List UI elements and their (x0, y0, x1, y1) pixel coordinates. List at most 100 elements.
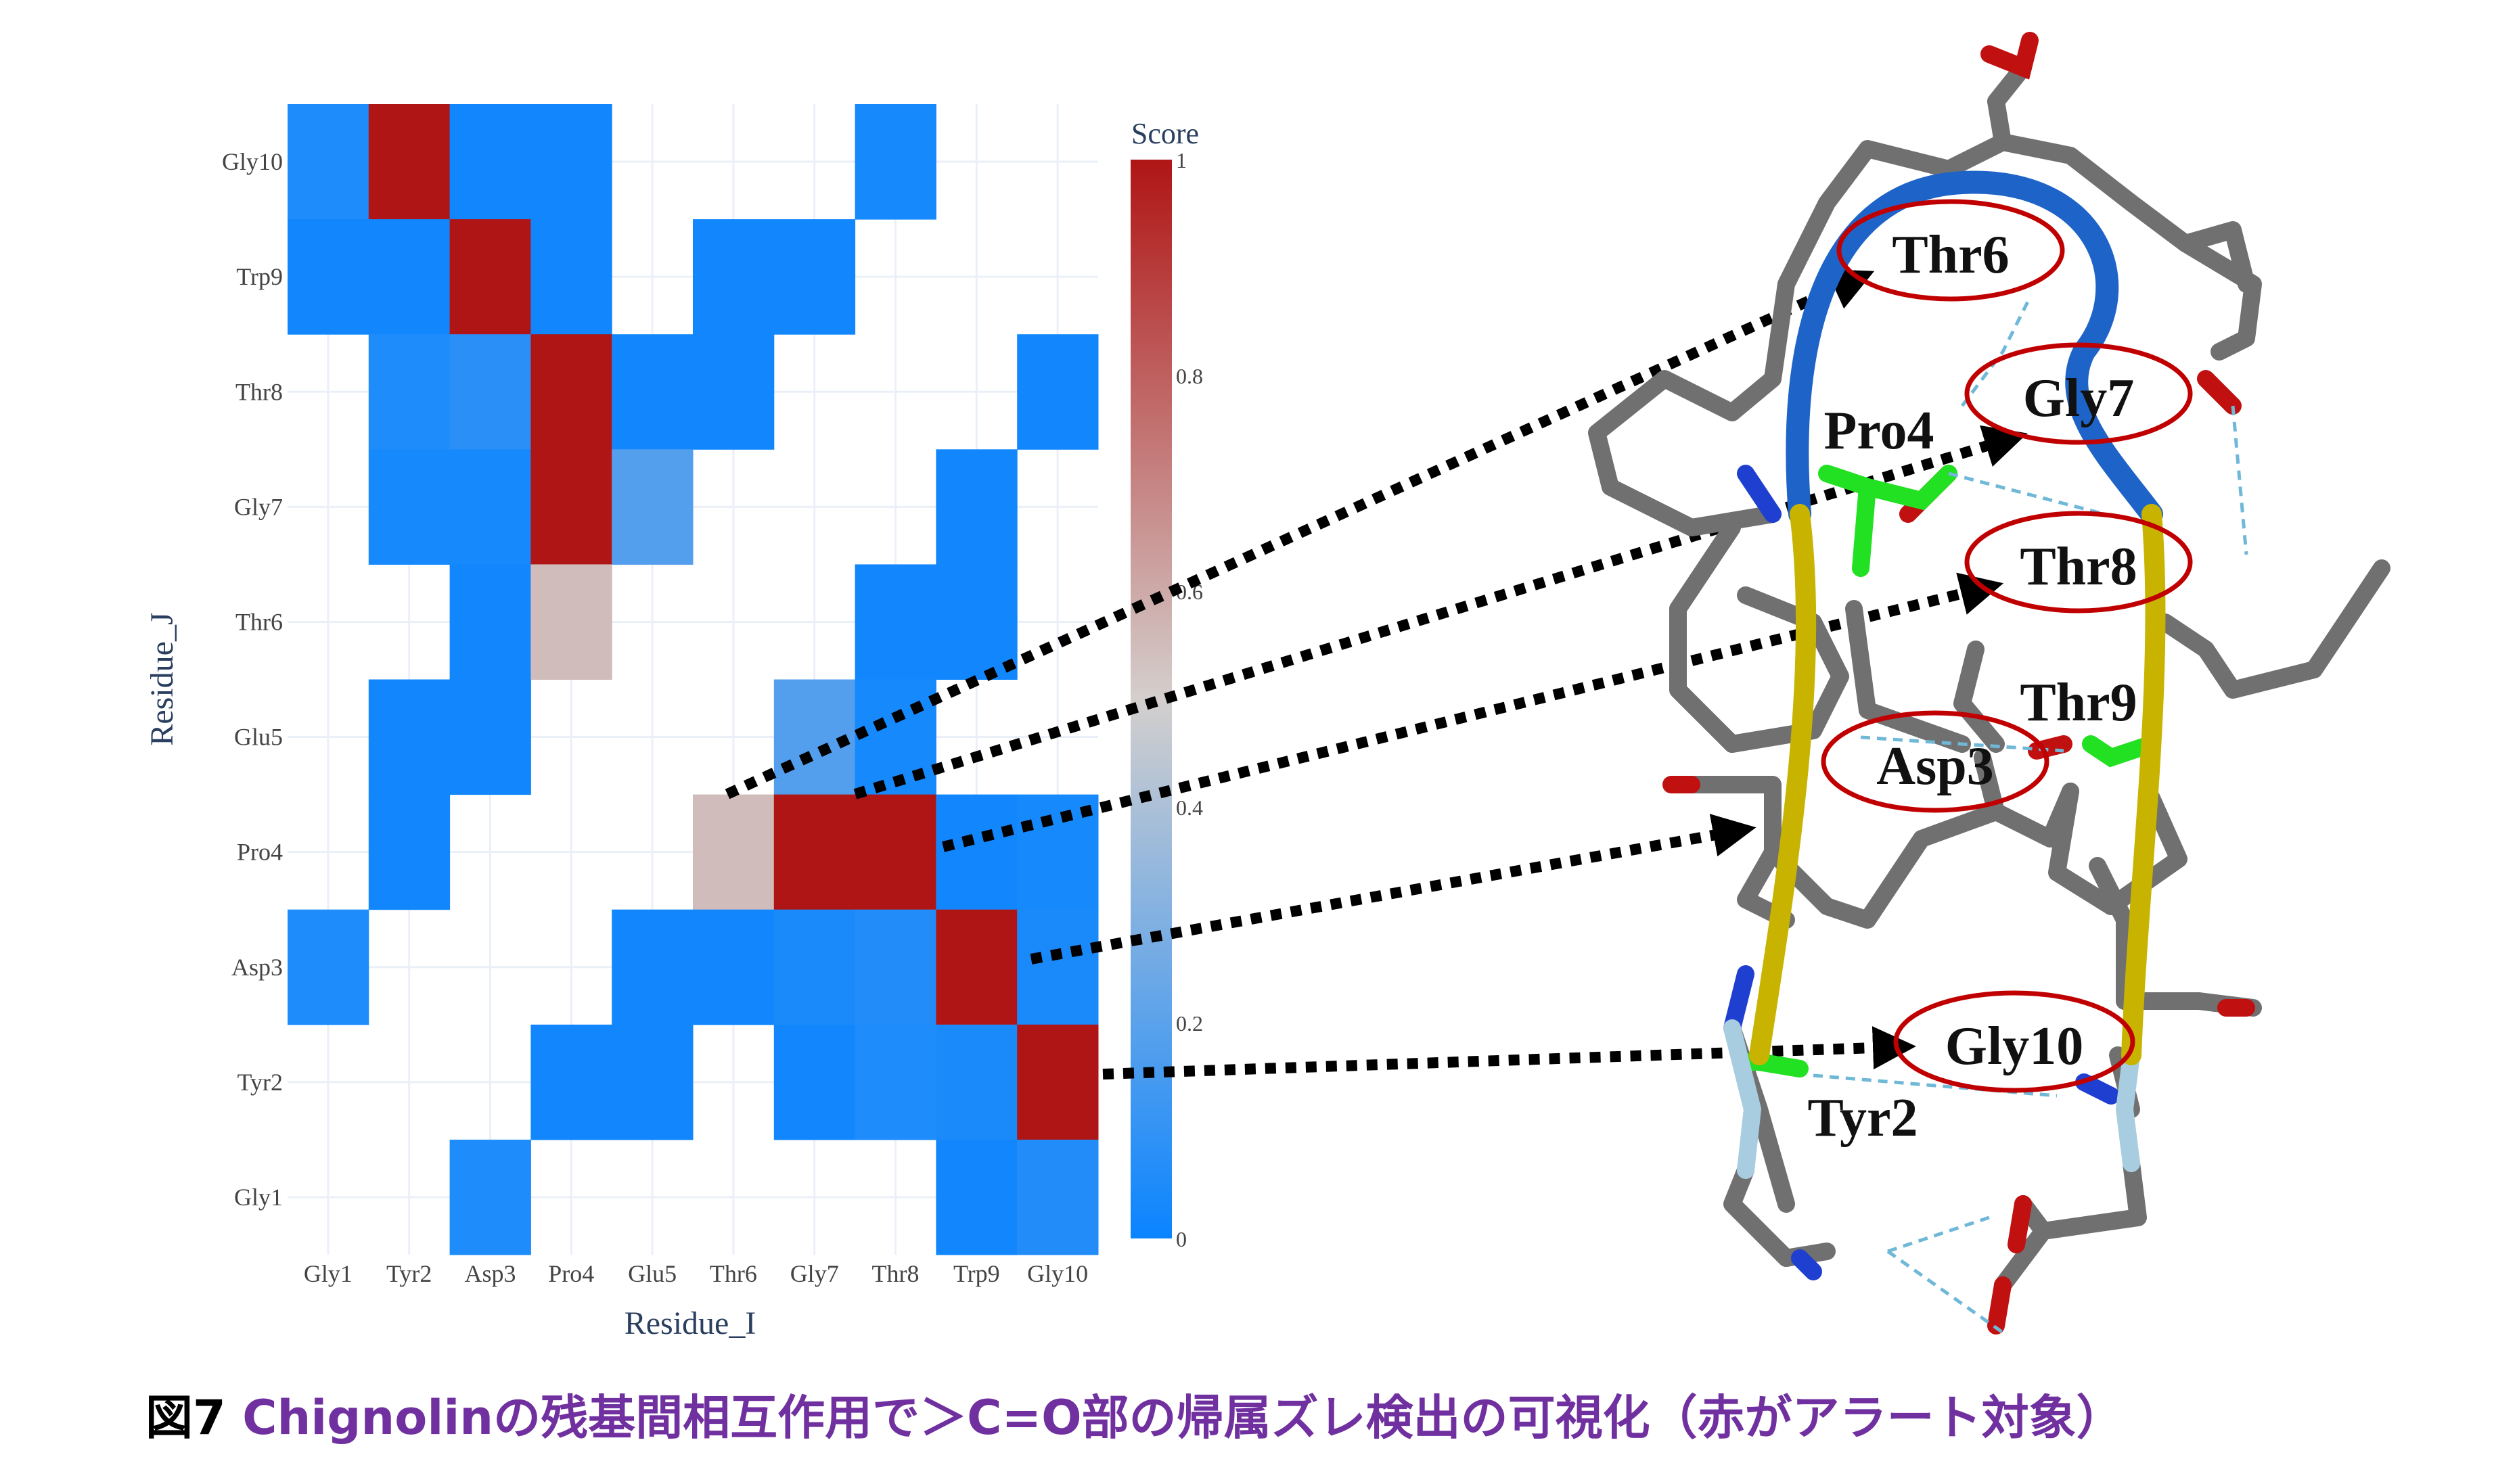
heatmap: Gly10 Trp9 Thr8 Gly7 Thr6 Glu5 Pro4 Asp3 Tyr2 Gly… (144, 104, 1099, 1341)
heatmap-cell (936, 794, 1018, 910)
heatmap-cell (288, 909, 369, 1025)
x-tick-label: Gly10 (1027, 1260, 1088, 1287)
y-axis-title: Residue_J (144, 612, 180, 745)
heatmap-cell (449, 334, 531, 450)
highlight-ellipse (1836, 199, 2065, 302)
heatmap-cell (530, 104, 612, 220)
dotted-arrow (725, 269, 1875, 799)
residue-label: Asp3 (1876, 737, 1993, 796)
heatmap-cell (855, 794, 936, 910)
heatmap-cell (693, 909, 775, 1025)
heatmap-cell (449, 219, 531, 335)
heatmap-cell (449, 564, 531, 680)
residue-label: Thr8 (2020, 537, 2137, 597)
heatmap-cells (288, 104, 1099, 1255)
heatmap-cell (530, 334, 612, 450)
y-tick-label: Trp9 (236, 263, 283, 290)
heatmap-cell (855, 564, 936, 680)
heatmap-cell (368, 104, 451, 220)
heatmap-cell (1017, 334, 1099, 450)
heatmap-cell (368, 334, 451, 450)
x-tick-labels: Gly1 Tyr2 Asp3 Pro4 Glu5 Thr6 Gly7 Thr8 Trp9 Gly1… (304, 1260, 1088, 1287)
caption-text: Chignolinの残基間相互作用で＞C=O部の帰属ズレ検出の可視化（赤がアラー… (225, 1390, 2124, 1445)
highlight-ellipse (1964, 511, 2193, 613)
heatmap-cell (773, 219, 856, 335)
heatmap-cell (855, 1024, 936, 1140)
heatmap-cell (1017, 1024, 1099, 1140)
dotted-arrow (942, 572, 2004, 852)
figure-number: 図7 (145, 1390, 226, 1445)
residue-labels: Thr6 Gly7 Pro4 Thr8 Thr9 Asp3 Gly10 Tyr2 (1808, 199, 2193, 1148)
heatmap-cell (368, 449, 451, 565)
x-tick-label: Thr8 (872, 1260, 920, 1287)
heatmap-cell (855, 104, 936, 220)
heatmap-cell (693, 334, 775, 450)
residue-label: Pro4 (1824, 401, 1934, 461)
y-tick-label: Gly7 (234, 493, 283, 520)
chignolin-structure: Thr6 Gly7 Pro4 Thr8 Thr9 Asp3 Gly10 Tyr2 (1588, 32, 2390, 1335)
x-tick-label: Trp9 (953, 1260, 1000, 1287)
y-tick-label: Tyr2 (237, 1069, 283, 1096)
heatmap-cell (449, 449, 531, 565)
y-tick-label: Gly1 (234, 1184, 283, 1211)
heatmap-cell (612, 449, 694, 565)
colorbar-tick-label: 1 (1176, 148, 1187, 172)
dotted-arrow (1030, 814, 1756, 965)
heatmap-cell (773, 794, 856, 910)
heatmap-cell (612, 909, 694, 1025)
heatmap-cell (530, 1024, 612, 1140)
heatmap-cell (612, 1024, 694, 1140)
heatmap-cell (936, 1024, 1018, 1140)
heatmap-cell (936, 449, 1018, 565)
heatmap-cell (936, 564, 1018, 680)
heatmap-cell (449, 679, 531, 795)
heatmap-cell (288, 104, 369, 220)
y-tick-label: Glu5 (234, 724, 283, 751)
x-tick-label: Gly1 (304, 1260, 353, 1287)
x-axis-title: Residue_I (625, 1305, 756, 1341)
heatmap-cell (368, 679, 451, 795)
colorbar-tick-label: 0.4 (1176, 795, 1203, 820)
backbone-ribbons (1749, 170, 2166, 1065)
highlight-ellipse (1964, 342, 2193, 445)
heatmap-cell (773, 909, 856, 1025)
y-tick-label: Gly10 (222, 148, 283, 175)
highlight-ellipse (1893, 990, 2135, 1093)
heatmap-cell (449, 104, 531, 220)
heatmap-cell (530, 219, 612, 335)
y-tick-label: Pro4 (237, 839, 283, 866)
x-tick-label: Pro4 (548, 1260, 594, 1287)
heatmap-cell (936, 909, 1018, 1025)
atom-highlights (1662, 32, 2255, 1335)
heatmap-cell (612, 334, 694, 450)
heatmap-cell (530, 564, 612, 680)
x-tick-label: Glu5 (628, 1260, 677, 1287)
heatmap-cell (936, 1139, 1018, 1255)
x-tick-label: Asp3 (464, 1260, 516, 1287)
heatmap-cell (693, 794, 775, 910)
heatmap-cell (368, 219, 451, 335)
dotted-arrow (853, 425, 2028, 799)
heatmap-cell (1017, 1139, 1099, 1255)
colorbar-ticks: 00.20.40.60.81 (1176, 148, 1203, 1251)
colorbar-title: Score (1131, 117, 1199, 150)
colorbar: Score 00.20.40.60.81 (1131, 117, 1203, 1251)
heatmap-cell (693, 219, 775, 335)
heatmap-cell (1017, 909, 1099, 1025)
y-tick-label: Asp3 (231, 954, 283, 981)
colorbar-tick-label: 0.8 (1176, 364, 1203, 388)
heatmap-cell (530, 449, 612, 565)
residue-label: Thr9 (2020, 673, 2137, 733)
residue-label: Gly10 (1945, 1017, 2083, 1076)
x-tick-label: Thr6 (710, 1260, 757, 1287)
heatmap-cell (773, 1024, 856, 1140)
heatmap-cell (855, 909, 936, 1025)
residue-label: Tyr2 (1808, 1088, 1918, 1148)
figure-caption: 図7 Chignolinの残基間相互作用で＞C=O部の帰属ズレ検出の可視化（赤が… (145, 1380, 2124, 1448)
y-tick-label: Thr8 (235, 378, 283, 405)
x-tick-label: Gly7 (790, 1260, 839, 1287)
y-tick-label: Thr6 (235, 608, 283, 635)
highlight-ellipse (1821, 710, 2049, 813)
residue-label: Thr6 (1892, 225, 2009, 285)
